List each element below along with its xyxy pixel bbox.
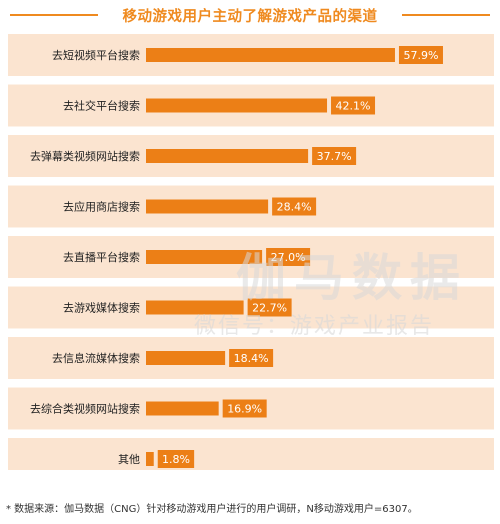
data-label: 22.7% [252,302,287,315]
bar [146,250,263,264]
data-label: 28.4% [277,201,312,214]
source-note: * 数据来源：伽马数据（CNG）针对移动游戏用户进行的用户调研，N移动游戏用户=… [6,504,418,515]
data-label-box [266,248,311,266]
data-label-box [157,450,195,468]
bar [146,401,219,416]
bar [146,300,244,315]
category-label: 去直播平台搜索 [63,250,140,264]
data-label: 42.1% [336,100,371,113]
data-label: 27.0% [271,251,306,264]
bar [146,149,309,163]
data-label-box [398,46,443,64]
data-label-box [222,399,267,418]
chart-title-row: 移动游戏用户主动了解游戏产品的渠道 [0,0,500,30]
category-label: 去社交平台搜索 [63,99,140,113]
data-label: 16.9% [227,403,262,416]
bar [146,48,395,62]
category-label: 去综合类视频网站搜索 [30,402,140,416]
chart-title: 移动游戏用户主动了解游戏产品的渠道 [122,9,378,25]
bar [146,351,226,365]
data-label: 57.9% [403,49,438,62]
bar-chart: 去短视频平台搜索 57.9% 去社交平台搜索 42.1% 去弹幕类视频网站搜索 37.7%… [8,34,494,470]
category-label: 去信息流媒体搜索 [52,351,140,365]
bar [146,199,269,214]
bar [146,452,154,466]
data-label-box [229,349,274,367]
category-label: 去弹幕类视频网站搜索 [30,149,140,163]
category-label: 去应用商店搜索 [63,200,140,214]
data-label-box [247,298,292,317]
data-label-box [331,96,376,115]
category-label: 去短视频平台搜索 [52,48,140,62]
title-rule-right [402,14,490,16]
data-label: 18.4% [234,352,269,365]
category-label: 去游戏媒体搜索 [63,301,140,315]
row-band [8,438,494,470]
data-label: 1.8% [162,453,190,466]
bar [146,98,328,113]
data-label: 37.7% [317,150,352,163]
title-rule-left [10,14,98,16]
category-label: 其他 [118,453,140,466]
data-label-box [312,147,357,165]
data-label-box [272,197,317,216]
